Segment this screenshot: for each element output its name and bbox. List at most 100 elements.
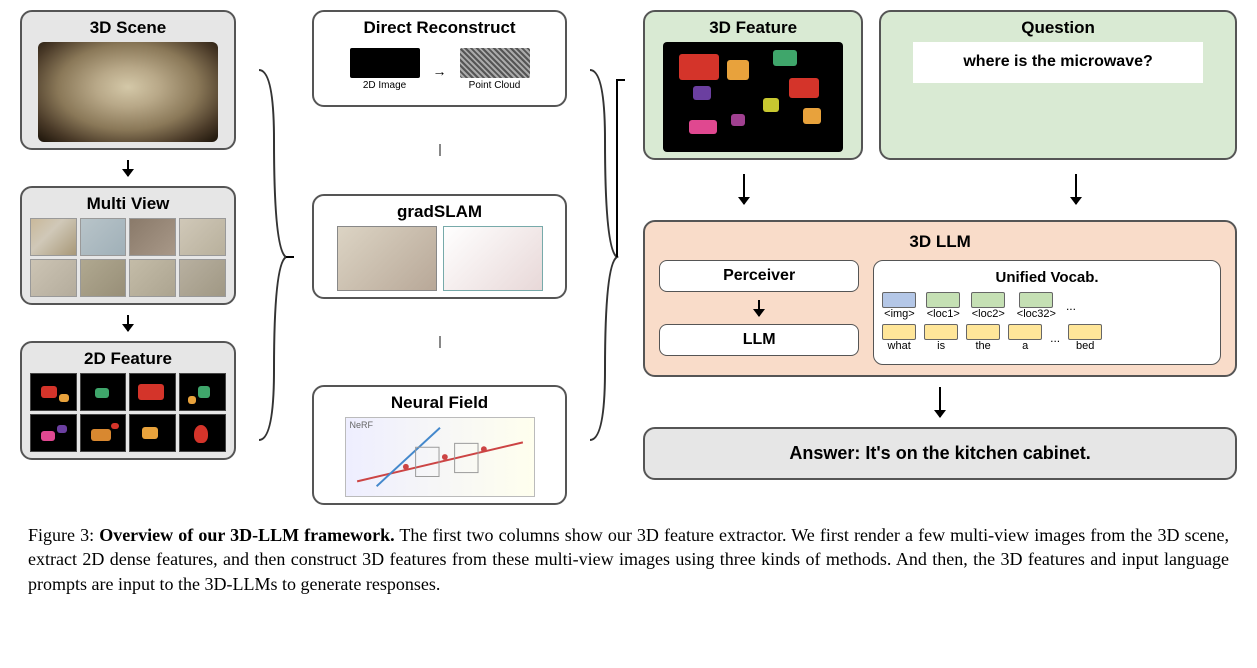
box-3d-feature: 3D Feature [643, 10, 863, 160]
arrow-question-to-llm [1075, 174, 1077, 204]
recon-2d: 2D Image [345, 48, 425, 93]
col3-top-row: 3D Feature Question where is the microwa… [643, 10, 1237, 160]
arrow-llm-to-answer [939, 387, 941, 417]
direct-inner: 2D Image → Point Cloud [322, 42, 557, 99]
token-word [1008, 324, 1042, 340]
feat-tile [30, 373, 77, 411]
nerf-label: NeRF [350, 420, 374, 430]
arrow-perceiver-to-llm [758, 300, 760, 316]
token-loc [926, 292, 960, 308]
word-is: is [937, 340, 945, 352]
recon-pc: Point Cloud [455, 48, 535, 93]
gradslam-img-2 [443, 226, 543, 291]
brace-svg-left [254, 10, 294, 505]
figure-number: Figure 3: [28, 525, 94, 545]
arrow-scene-to-multiview [127, 160, 129, 176]
box-direct-reconstruct: Direct Reconstruct 2D Image → Point Clou… [312, 10, 567, 107]
title-3d-scene: 3D Scene [90, 18, 167, 38]
vocab-row-2: what is the a ... bed [882, 324, 1212, 352]
token-loc [971, 292, 1005, 308]
unified-vocab-box: Unified Vocab. <img> <loc1> [873, 260, 1221, 365]
title-multi-view: Multi View [87, 194, 170, 214]
column-2: Direct Reconstruct 2D Image → Point Clou… [312, 10, 567, 505]
token-loc1-label: <loc1> [927, 308, 960, 320]
framework-diagram: 3D Scene Multi View 2D Feature [20, 10, 1237, 505]
token-word [966, 324, 1000, 340]
nerf-illustration: NeRF [345, 417, 535, 497]
word-bed: bed [1076, 340, 1094, 352]
token-word [1068, 324, 1102, 340]
word-what: what [888, 340, 911, 352]
vocab-row-1: <img> <loc1> <loc2> [882, 292, 1212, 320]
token-img-label: <img> [884, 308, 915, 320]
feat-tile [80, 414, 127, 452]
column-3: 3D Feature Question where is the microwa… [643, 10, 1237, 505]
recon-2d-img [350, 48, 420, 78]
feat3d-image [663, 42, 843, 152]
dashed-2 [439, 336, 441, 348]
brace-col1-to-col2 [254, 10, 294, 505]
title-3d-llm: 3D LLM [659, 232, 1221, 252]
recon-2d-label: 2D Image [363, 80, 406, 91]
arrows-to-llm [643, 172, 1237, 206]
title-question: Question [1021, 18, 1095, 38]
title-gradslam: gradSLAM [397, 202, 482, 222]
feat2d-grid [30, 373, 226, 452]
title-direct: Direct Reconstruct [363, 18, 515, 38]
mv-tile [80, 259, 127, 297]
box-answer: Answer: It's on the kitchen cabinet. [643, 427, 1237, 480]
box-neural-field: Neural Field NeRF [312, 385, 567, 505]
recon-pc-label: Point Cloud [469, 80, 521, 91]
mv-tile [179, 259, 226, 297]
tiny-arrow-icon: → [433, 63, 447, 79]
ellipsis-icon: ... [1066, 299, 1076, 313]
title-3d-feature: 3D Feature [709, 18, 797, 38]
mv-tile [30, 259, 77, 297]
title-neural: Neural Field [391, 393, 488, 413]
word-the: the [975, 340, 990, 352]
box-gradslam: gradSLAM [312, 194, 567, 299]
feat-tile [129, 414, 176, 452]
box-question: Question where is the microwave? [879, 10, 1237, 160]
arrow-feat3d-to-llm [743, 174, 745, 204]
mv-tile [179, 218, 226, 256]
column-1: 3D Scene Multi View 2D Feature [20, 10, 236, 505]
token-loc32-label: <loc32> [1017, 308, 1056, 320]
feat-tile [30, 414, 77, 452]
figure-caption: Figure 3: Overview of our 3D-LLM framewo… [20, 523, 1237, 596]
llm-columns: Perceiver LLM Unified Vocab. <img> [659, 260, 1221, 365]
box-2d-feature: 2D Feature [20, 341, 236, 460]
feat-tile [80, 373, 127, 411]
perceiver-box: Perceiver [659, 260, 859, 292]
title-2d-feature: 2D Feature [84, 349, 172, 369]
nerf-svg [346, 418, 534, 496]
vocab-title: Unified Vocab. [882, 269, 1212, 286]
box-multi-view: Multi View [20, 186, 236, 305]
llm-right-col: Unified Vocab. <img> <loc1> [873, 260, 1221, 365]
brace-col2-to-col3 [585, 10, 625, 505]
token-img [882, 292, 916, 308]
feat-tile [129, 373, 176, 411]
question-text: where is the microwave? [913, 42, 1204, 83]
arrow-multiview-to-2dfeat [127, 315, 129, 331]
gradslam-img-1 [337, 226, 437, 291]
multiview-grid [30, 218, 226, 297]
ellipsis-icon: ... [1050, 331, 1060, 345]
token-loc [1019, 292, 1053, 308]
token-loc2-label: <loc2> [972, 308, 1005, 320]
brace-svg-right [585, 10, 625, 505]
mv-tile [30, 218, 77, 256]
dashed-1 [439, 144, 441, 156]
token-word [924, 324, 958, 340]
mv-tile [129, 218, 176, 256]
box-3d-scene: 3D Scene [20, 10, 236, 150]
gradslam-row [337, 226, 543, 291]
llm-sub-box: LLM [659, 324, 859, 356]
box-3d-llm: 3D LLM Perceiver LLM Unified Vocab. <img… [643, 220, 1237, 377]
feat-tile [179, 414, 226, 452]
figure-title: Overview of our 3D-LLM framework. [99, 525, 394, 545]
recon-row: 2D Image → Point Cloud [345, 48, 535, 93]
mv-tile [80, 218, 127, 256]
mv-tile [129, 259, 176, 297]
llm-left-col: Perceiver LLM [659, 260, 859, 365]
